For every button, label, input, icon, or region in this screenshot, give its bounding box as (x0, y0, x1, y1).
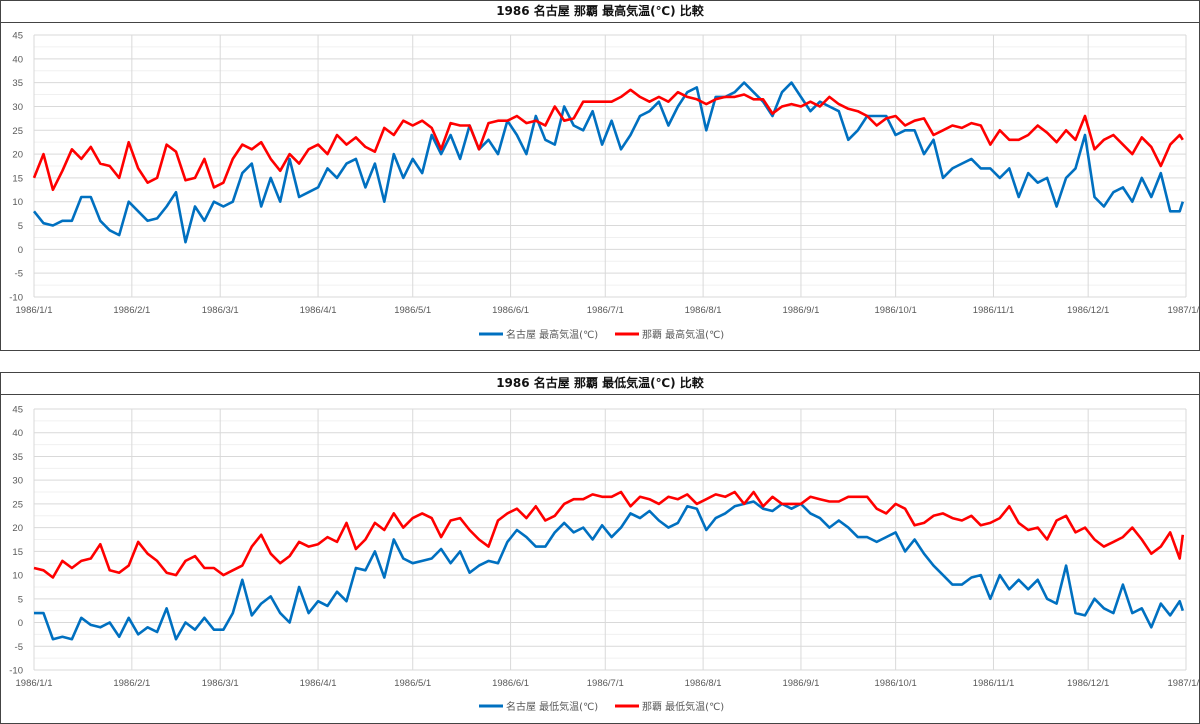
y-tick-label: 10 (12, 571, 23, 582)
y-tick-label: 25 (12, 499, 23, 510)
x-tick-label: 1986/2/1 (113, 305, 150, 316)
x-tick-label: 1986/8/1 (685, 305, 722, 316)
series-line-naha (32, 88, 1184, 192)
y-tick-label: -10 (9, 666, 23, 677)
x-tick-label: 1986/2/1 (113, 678, 150, 689)
y-tick-label: 45 (12, 405, 23, 416)
x-tick-label: 1986/8/1 (685, 678, 722, 689)
x-tick-label: 1986/6/1 (492, 678, 529, 689)
y-tick-label: 10 (12, 197, 23, 208)
legend-label: 名古屋 最低気温(℃) (506, 700, 598, 713)
x-tick-label: 1986/12/1 (1067, 678, 1109, 689)
chart-title: 1986 名古屋 那覇 最高気温(℃) 比較 (1, 1, 1199, 23)
x-tick-label: 1986/1/1 (16, 678, 53, 689)
x-tick-label: 1986/12/1 (1067, 305, 1109, 316)
legend-item: 名古屋 最低気温(℃) (479, 700, 598, 713)
x-tick-label: 1986/3/1 (202, 678, 239, 689)
x-tick-label: 1986/5/1 (394, 305, 431, 316)
y-tick-label: 45 (12, 31, 23, 42)
chart-title: 1986 名古屋 那覇 最低気温(℃) 比較 (1, 373, 1199, 395)
y-tick-label: 40 (12, 428, 23, 439)
x-tick-label: 1986/3/1 (202, 305, 239, 316)
min-temp-chart: 1986 名古屋 那覇 最低気温(℃) 比較 45 40 35 30 25 20 15 10 5… (0, 372, 1200, 724)
x-tick-label: 1986/11/1 (973, 678, 1015, 689)
series-line-nagoya (32, 81, 1185, 244)
series-line-nagoya (34, 500, 1185, 641)
x-tick-label: 1986/9/1 (782, 305, 819, 316)
y-tick-label: 30 (12, 476, 23, 487)
max-temp-chart: 1986 名古屋 那覇 最高気温(℃) 比較 45 40 35 30 25 20 15 10 5… (0, 0, 1200, 351)
x-tick-label: 1986/6/1 (492, 305, 529, 316)
x-tick-label: 1986/1/1 (16, 305, 53, 316)
series-line-naha (33, 490, 1185, 579)
y-tick-label: 5 (18, 221, 23, 232)
y-tick-label: 20 (12, 523, 23, 534)
y-tick-label: 0 (18, 245, 23, 256)
y-tick-label: 35 (12, 452, 23, 463)
y-tick-label: 15 (12, 173, 23, 184)
legend-label: 那覇 最低気温(℃) (642, 700, 724, 713)
x-tick-label: 1986/10/1 (875, 678, 917, 689)
x-tick-label: 1986/9/1 (782, 678, 819, 689)
y-tick-label: -5 (15, 642, 23, 653)
y-tick-label: 35 (12, 78, 23, 89)
y-tick-label: -5 (15, 269, 23, 280)
x-tick-label: 1986/4/1 (300, 305, 337, 316)
legend-label: 名古屋 最高気温(℃) (506, 328, 598, 341)
x-tick-label: 1986/4/1 (300, 678, 337, 689)
y-tick-label: 25 (12, 126, 23, 137)
x-tick-label: 1986/7/1 (587, 305, 624, 316)
y-tick-label: -10 (9, 293, 23, 304)
legend-item: 名古屋 最高気温(℃) (479, 328, 598, 341)
y-tick-label: 15 (12, 547, 23, 558)
x-tick-label: 1986/7/1 (587, 678, 624, 689)
x-tick-label: 1987/1/1 (1168, 305, 1199, 316)
legend-item: 那覇 最高気温(℃) (615, 328, 724, 341)
legend-item: 那覇 最低気温(℃) (615, 700, 724, 713)
x-tick-label: 1986/5/1 (394, 678, 431, 689)
y-tick-label: 5 (18, 594, 23, 605)
y-tick-label: 40 (12, 54, 23, 65)
y-tick-label: 0 (18, 618, 23, 629)
x-tick-label: 1987/1/1 (1168, 678, 1199, 689)
y-tick-label: 20 (12, 150, 23, 161)
x-tick-label: 1986/11/1 (973, 305, 1015, 316)
legend-label: 那覇 最高気温(℃) (642, 328, 724, 341)
x-tick-label: 1986/10/1 (875, 305, 917, 316)
y-tick-label: 30 (12, 102, 23, 113)
